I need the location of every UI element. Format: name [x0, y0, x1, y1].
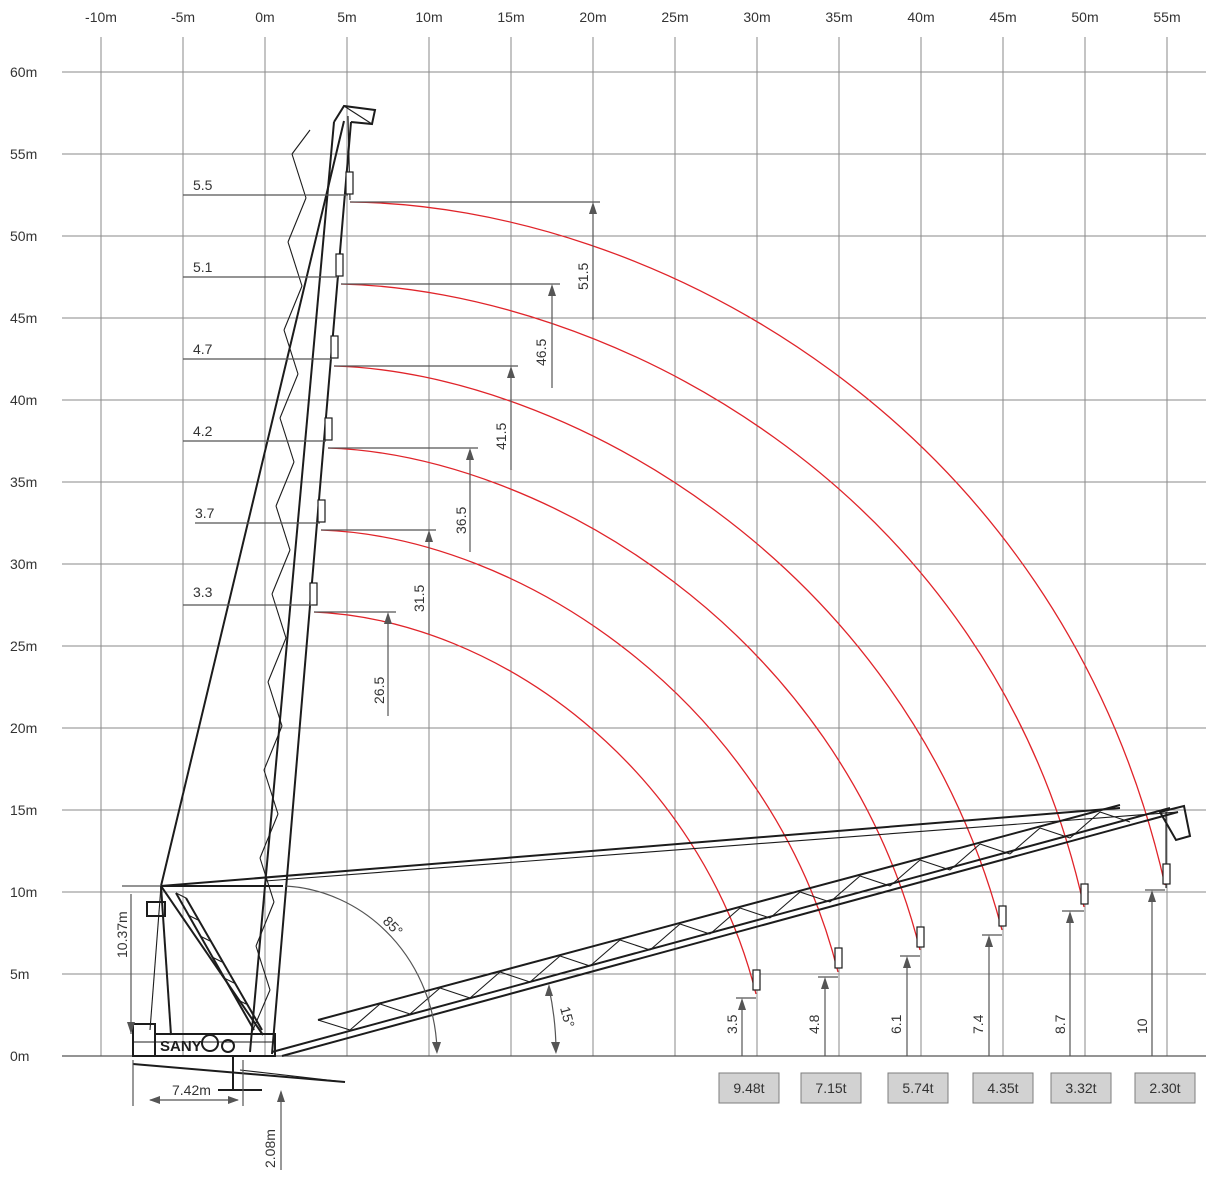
hook-height-label: 46.5: [533, 339, 549, 366]
load-box: 7.15t: [800, 1072, 862, 1104]
x-axis: -10m -5m 0m 5m 10m 15m 20m 25m 30m 35m 4…: [85, 9, 1181, 25]
y-tick-label: 25m: [10, 638, 37, 654]
y-tick-label: 30m: [10, 556, 37, 572]
x-tick-label: 15m: [497, 9, 524, 25]
pivot-height-label: 10.37m: [114, 911, 130, 958]
load-value: 2.30t: [1149, 1080, 1180, 1096]
x-tick-label: 45m: [989, 9, 1016, 25]
ground-height-label: 4.8: [806, 1014, 822, 1034]
y-tick-label: 5m: [10, 966, 29, 982]
pivot-offset-label: 2.08m: [262, 1129, 278, 1168]
load-value: 5.74t: [902, 1080, 933, 1096]
hook-height-label: 31.5: [411, 585, 427, 612]
hook-arc: [313, 611, 757, 995]
hook-position-labels: 5.5 5.1 4.7 4.2 3.7 3.3: [183, 177, 348, 606]
load-value: 7.15t: [815, 1080, 846, 1096]
hook-arc: [320, 529, 839, 973]
y-axis: 0m 5m 10m 15m 20m 25m 30m 35m 40m 45m 50…: [10, 64, 37, 1064]
x-tick-label: 35m: [825, 9, 852, 25]
base-width-label: 7.42m: [172, 1082, 211, 1098]
y-tick-label: 10m: [10, 884, 37, 900]
grid: [62, 37, 1206, 1057]
x-tick-label: 40m: [907, 9, 934, 25]
load-capacity-boxes: 9.48t 7.15t 5.74t 4.35t 3.32t 2.30t: [718, 1072, 1196, 1104]
y-tick-label: 15m: [10, 802, 37, 818]
load-box: 9.48t: [718, 1072, 780, 1104]
ground-height-dimensions: 10 8.7 7.4 6.1 4.8 3.5: [724, 889, 1165, 1056]
angle-annotations: 85° 15°: [284, 885, 578, 1054]
hook-position-label: 5.5: [193, 177, 213, 193]
hook-height-label: 36.5: [453, 507, 469, 534]
y-tick-label: 0m: [10, 1048, 29, 1064]
y-tick-label: 60m: [10, 64, 37, 80]
x-tick-label: -10m: [85, 9, 117, 25]
x-tick-label: 25m: [661, 9, 688, 25]
x-tick-label: 30m: [743, 9, 770, 25]
hook-position-label: 3.3: [193, 584, 213, 600]
x-tick-label: -5m: [171, 9, 195, 25]
load-value: 9.48t: [733, 1080, 764, 1096]
ground-height-label: 10: [1134, 1018, 1150, 1034]
ground-height-label: 7.4: [970, 1014, 986, 1034]
hook-height-label: 51.5: [575, 263, 591, 290]
load-value: 3.32t: [1065, 1080, 1096, 1096]
y-tick-label: 40m: [10, 392, 37, 408]
ground-height-label: 8.7: [1052, 1014, 1068, 1034]
load-box: 2.30t: [1134, 1072, 1196, 1104]
base-dimensions: 10.37m 7.42m 2.08m: [114, 885, 285, 1170]
crane-structure: SANY: [132, 104, 1192, 1091]
ground-height-label: 3.5: [724, 1014, 740, 1034]
x-tick-label: 50m: [1071, 9, 1098, 25]
hook-position-label: 4.2: [193, 423, 213, 439]
load-box: 3.32t: [1050, 1072, 1112, 1104]
lower-angle-label: 15°: [557, 1005, 578, 1030]
y-tick-label: 55m: [10, 146, 37, 162]
ground-height-label: 6.1: [888, 1014, 904, 1034]
x-tick-label: 55m: [1153, 9, 1180, 25]
hook-arc: [340, 283, 1085, 908]
load-value: 4.35t: [987, 1080, 1018, 1096]
y-tick-label: 45m: [10, 310, 37, 326]
y-tick-label: 50m: [10, 228, 37, 244]
x-tick-label: 5m: [337, 9, 356, 25]
hook-arc: [333, 365, 1003, 931]
hook-position-label: 3.7: [195, 505, 215, 521]
load-box: 4.35t: [972, 1072, 1034, 1104]
hook-position-label: 4.7: [193, 341, 213, 357]
load-box: 5.74t: [887, 1072, 949, 1104]
upper-angle-label: 85°: [380, 913, 406, 939]
hook-height-label: 41.5: [493, 423, 509, 450]
y-tick-label: 20m: [10, 720, 37, 736]
x-tick-label: 20m: [579, 9, 606, 25]
hook-height-dimensions: 51.5 46.5 41.5 36.5 31.5 26.5: [314, 201, 600, 716]
hook-arc: [327, 447, 921, 951]
x-tick-label: 0m: [255, 9, 274, 25]
hook-position-label: 5.1: [193, 259, 213, 275]
x-tick-label: 10m: [415, 9, 442, 25]
hook-arc: [349, 201, 1166, 886]
hook-height-label: 26.5: [371, 677, 387, 704]
brand-logo-text: SANY: [160, 1038, 202, 1055]
y-tick-label: 35m: [10, 474, 37, 490]
hook-arcs: [313, 201, 1166, 995]
